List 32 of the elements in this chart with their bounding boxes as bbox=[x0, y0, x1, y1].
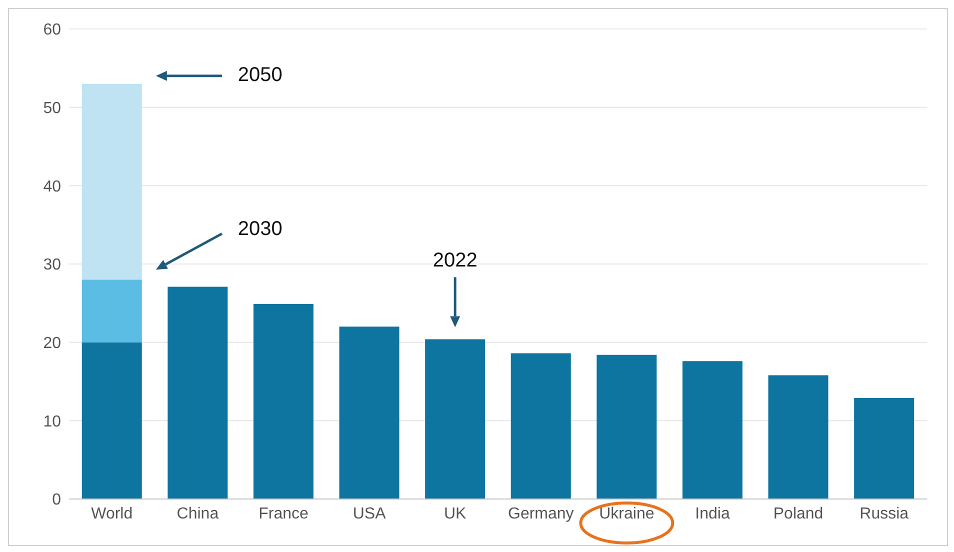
annotation: 2022 bbox=[432, 249, 478, 272]
y-tick-label: 40 bbox=[43, 178, 62, 196]
annotation: 2050 bbox=[238, 64, 282, 86]
x-tick-label: Germany bbox=[508, 505, 574, 522]
x-tick-label: World bbox=[91, 505, 133, 522]
x-tick-label: China bbox=[176, 505, 219, 522]
y-tick-label: 30 bbox=[43, 256, 62, 274]
bar bbox=[768, 375, 828, 499]
x-tick-label: UK bbox=[444, 505, 467, 522]
x-tick-label: India bbox=[695, 505, 730, 522]
x-tick-label: Poland bbox=[773, 505, 824, 522]
y-tick-label: 60 bbox=[43, 22, 62, 39]
bar bbox=[510, 353, 571, 499]
x-tick-label: USA bbox=[352, 505, 386, 522]
bar bbox=[82, 84, 142, 280]
bar bbox=[339, 326, 400, 499]
bar bbox=[168, 286, 228, 499]
bar bbox=[425, 339, 486, 499]
x-tick-label: Russia bbox=[860, 505, 909, 522]
bar bbox=[854, 398, 914, 499]
bar bbox=[253, 304, 314, 499]
bar bbox=[596, 354, 657, 499]
y-tick-label: 10 bbox=[43, 413, 62, 430]
y-tick-label: 0 bbox=[52, 492, 62, 509]
y-tick-label: 50 bbox=[43, 100, 62, 118]
annotation: 2030 bbox=[238, 218, 282, 240]
x-tick-label: France bbox=[258, 505, 308, 522]
bar bbox=[682, 361, 742, 499]
bar bbox=[82, 280, 142, 342]
x-tick-label: Ukraine bbox=[599, 505, 654, 522]
y-tick-label: 20 bbox=[43, 335, 62, 352]
bar bbox=[82, 342, 142, 499]
